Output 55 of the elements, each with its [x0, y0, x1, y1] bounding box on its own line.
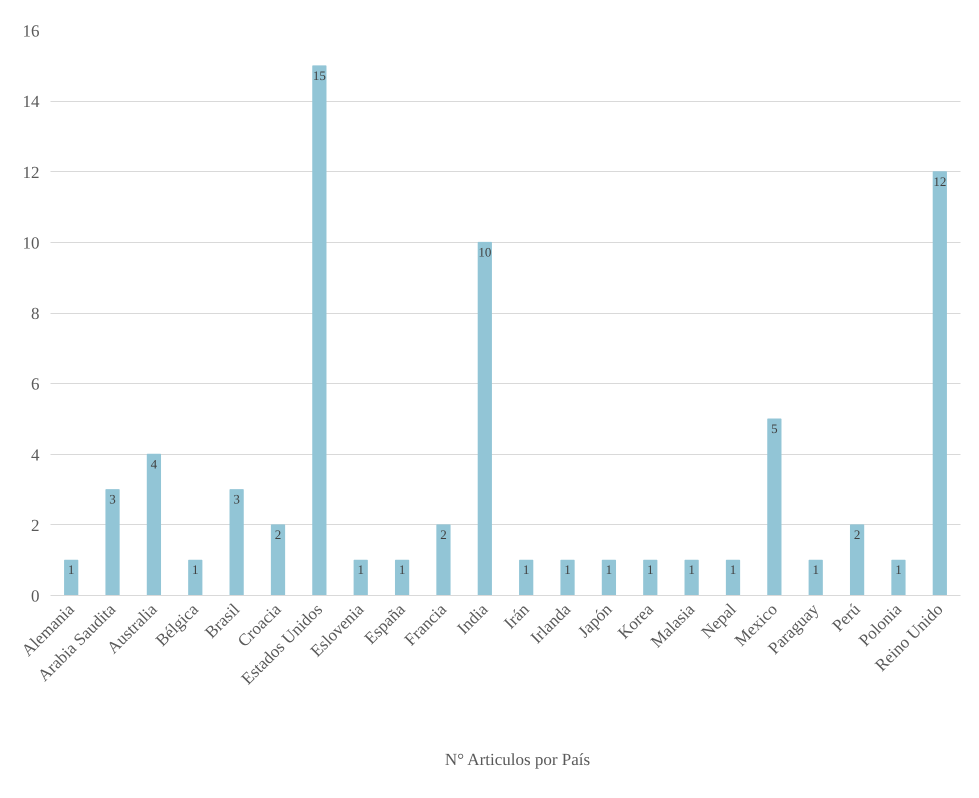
data-label: 1 [895, 562, 902, 578]
y-tick-label: 6 [31, 374, 40, 394]
bar [932, 171, 947, 596]
bar [354, 560, 368, 596]
bar [436, 524, 451, 596]
data-label: 1 [812, 562, 819, 578]
y-tick-label: 8 [31, 304, 40, 323]
bar [146, 454, 162, 596]
data-label: 3 [233, 492, 240, 507]
bar [850, 524, 864, 596]
data-label: 1 [522, 562, 530, 578]
y-tick-label: 2 [31, 516, 40, 535]
bar [478, 242, 492, 596]
x-tick-label: Irán [500, 599, 534, 633]
bar [230, 489, 244, 596]
data-label: 10 [478, 244, 492, 260]
text: N° Articulos por País [444, 750, 590, 770]
y-tick-label: 4 [31, 445, 40, 464]
data-label: 4 [150, 456, 158, 472]
data-label: 3 [109, 492, 116, 507]
data-label: 1 [606, 562, 612, 578]
bar [808, 560, 823, 596]
bar [312, 65, 326, 596]
data-label: 15 [312, 68, 326, 83]
y-tick-label: 14 [22, 92, 40, 112]
bar [891, 560, 906, 596]
data-label: 1 [192, 562, 199, 578]
data-label: 1 [68, 562, 74, 578]
data-label: 2 [274, 526, 282, 542]
bar [684, 560, 699, 596]
bar [726, 560, 740, 596]
bar [560, 560, 575, 596]
y-tick-label: 16 [22, 22, 40, 40]
data-label: 2 [440, 526, 447, 542]
data-label: 1 [398, 562, 406, 578]
bar [394, 560, 410, 596]
bar [188, 560, 202, 596]
data-label: 2 [854, 526, 860, 542]
data-label: 1 [647, 562, 654, 578]
data-label: 1 [730, 562, 736, 578]
data-label: 5 [771, 420, 778, 436]
data-label: 1 [688, 562, 695, 578]
data-label: 1 [564, 562, 571, 578]
data-label: 12 [933, 174, 946, 189]
y-tick-label: 12 [22, 162, 40, 182]
y-tick-label: 10 [22, 233, 40, 252]
bar [270, 524, 286, 596]
bar [767, 418, 782, 596]
bar [64, 560, 78, 596]
bar [602, 560, 616, 596]
bar [105, 489, 120, 596]
bar [519, 560, 534, 596]
y-tick-label: 0 [31, 586, 40, 606]
bar [643, 560, 658, 596]
data-label: 1 [357, 562, 364, 578]
